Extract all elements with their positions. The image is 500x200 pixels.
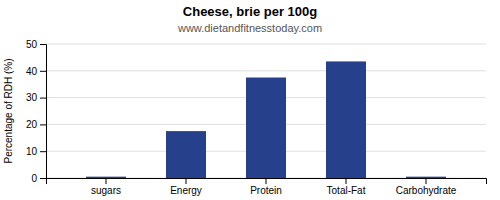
chart: Cheese, brie per 100g www.dietandfitnesst…	[0, 0, 500, 200]
tick: 40	[26, 66, 46, 77]
grid	[46, 44, 486, 178]
bar	[406, 177, 446, 178]
tick-label: Energy	[170, 185, 202, 196]
grid-line	[46, 70, 486, 71]
tick: 0	[31, 173, 46, 184]
tick: sugars	[91, 178, 121, 196]
y-axis: 0 10 20 30 40 50	[26, 39, 47, 184]
tick-label: 40	[26, 66, 38, 77]
tick-label: 20	[26, 119, 38, 130]
x-axis: sugars Energy Protein Total-Fat Carbohydrate	[47, 178, 487, 196]
y-axis-label: Percentage of RDH (%)	[3, 58, 14, 163]
tick: 10	[26, 146, 46, 157]
tick-label: Protein	[250, 185, 282, 196]
tick: Carbohydrate	[396, 178, 457, 196]
tick: 50	[26, 39, 46, 50]
tick-mark	[186, 178, 187, 184]
title: Cheese, brie per 100g	[183, 4, 317, 19]
tick: Energy	[170, 178, 202, 196]
bar	[86, 177, 126, 178]
tick-label: sugars	[91, 185, 121, 196]
tick-mark	[40, 44, 46, 45]
tick-mark	[40, 98, 46, 99]
bar	[246, 78, 286, 179]
grid-line	[46, 44, 486, 45]
plot: 0 10 20 30 40 50 sugars Energy Protein Total-Fat C…	[26, 39, 487, 196]
tick-label: 10	[26, 146, 38, 157]
tick: 30	[26, 92, 46, 103]
tick-label: 0	[31, 173, 37, 184]
axis-line	[40, 45, 47, 179]
axis-line	[47, 179, 487, 185]
tick-mark	[40, 178, 46, 179]
tick-mark	[40, 151, 46, 152]
subtitle: www.dietandfitnesstoday.com	[177, 22, 322, 34]
tick: 20	[26, 119, 46, 130]
bars	[86, 61, 446, 178]
tick-label: 30	[26, 92, 38, 103]
tick-mark	[106, 178, 107, 184]
tick: Total-Fat	[327, 178, 366, 196]
tick-mark	[40, 71, 46, 72]
tick-label: Total-Fat	[327, 185, 366, 196]
tick-mark	[426, 178, 427, 184]
tick-mark	[266, 178, 267, 184]
bar	[166, 131, 206, 178]
tick: Protein	[250, 178, 282, 196]
tick-mark	[40, 124, 46, 125]
tick-label: 50	[26, 39, 38, 50]
tick-label: Carbohydrate	[396, 185, 457, 196]
bar	[326, 61, 366, 178]
tick-mark	[346, 178, 347, 184]
